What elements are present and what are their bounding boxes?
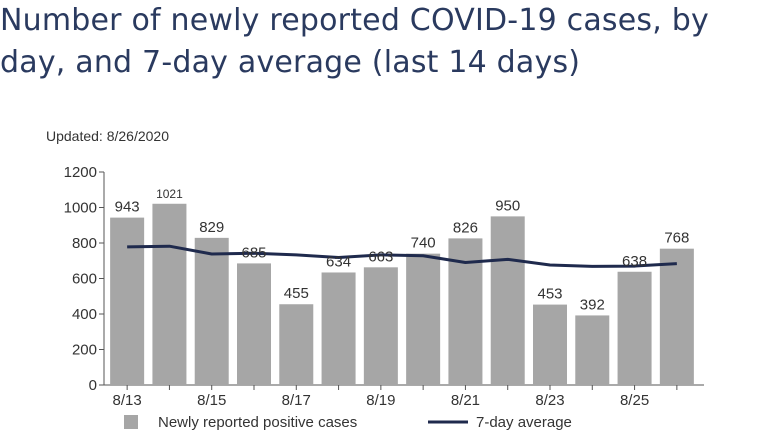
chart-title: Number of newly reported COVID-19 cases,… <box>0 3 709 80</box>
bar <box>490 216 525 385</box>
bar <box>533 304 567 385</box>
data-label: 829 <box>199 219 224 236</box>
y-tick-label: 1200 <box>64 164 97 181</box>
data-label: 392 <box>580 296 605 313</box>
x-tick-label: 8/21 <box>451 392 480 409</box>
bar-series <box>110 203 694 385</box>
bar <box>110 217 145 385</box>
updated-date: Updated: 8/26/2020 <box>46 128 169 144</box>
average-line-series <box>127 244 677 268</box>
y-tick-label: 200 <box>72 342 97 359</box>
bar <box>363 267 398 385</box>
bar <box>575 315 610 385</box>
data-label: 685 <box>241 244 266 261</box>
data-label: 663 <box>368 248 393 265</box>
legend: Newly reported positive cases 7-day avera… <box>124 414 572 431</box>
bar <box>659 248 694 385</box>
legend-label-bars: Newly reported positive cases <box>158 414 357 431</box>
bar <box>237 263 271 385</box>
x-tick-label: 8/13 <box>113 392 142 409</box>
y-tick-label: 400 <box>72 306 97 323</box>
data-label: 943 <box>115 199 140 216</box>
x-tick-label: 8/23 <box>535 392 564 409</box>
bar <box>617 271 652 385</box>
data-label: 638 <box>622 253 647 270</box>
y-tick-label: 800 <box>72 235 97 252</box>
data-label: 634 <box>326 253 351 270</box>
bar <box>152 203 187 385</box>
data-label: 453 <box>537 286 562 303</box>
x-tick-label: 8/19 <box>366 392 395 409</box>
x-axis: 8/13 8/15 8/17 8/19 8/21 8/23 8/25 <box>104 384 704 409</box>
data-label: 455 <box>284 285 309 302</box>
data-label: 740 <box>411 235 436 252</box>
y-tick-label: 0 <box>89 377 97 394</box>
y-tick-label: 600 <box>72 271 97 288</box>
y-tick-label: 1000 <box>64 200 97 217</box>
legend-swatch-bars <box>124 415 138 429</box>
data-label: 950 <box>495 197 520 214</box>
bar <box>194 237 229 385</box>
bar <box>321 272 356 385</box>
average-line <box>127 244 677 268</box>
legend-label-line: 7-day average <box>476 414 572 431</box>
bar <box>406 253 441 385</box>
y-axis: 0 200 400 600 800 1000 1200 <box>64 164 105 394</box>
data-label: 826 <box>453 219 478 236</box>
x-tick-label: 8/17 <box>282 392 311 409</box>
bar <box>279 304 314 385</box>
data-label: 768 <box>664 230 689 247</box>
x-tick-label: 8/25 <box>620 392 649 409</box>
data-labels: 943 1021 829 685 455 634 663 740 826 950 453 392 638… <box>115 187 690 314</box>
x-tick-label: 8/15 <box>197 392 226 409</box>
data-label: 1021 <box>156 187 183 201</box>
